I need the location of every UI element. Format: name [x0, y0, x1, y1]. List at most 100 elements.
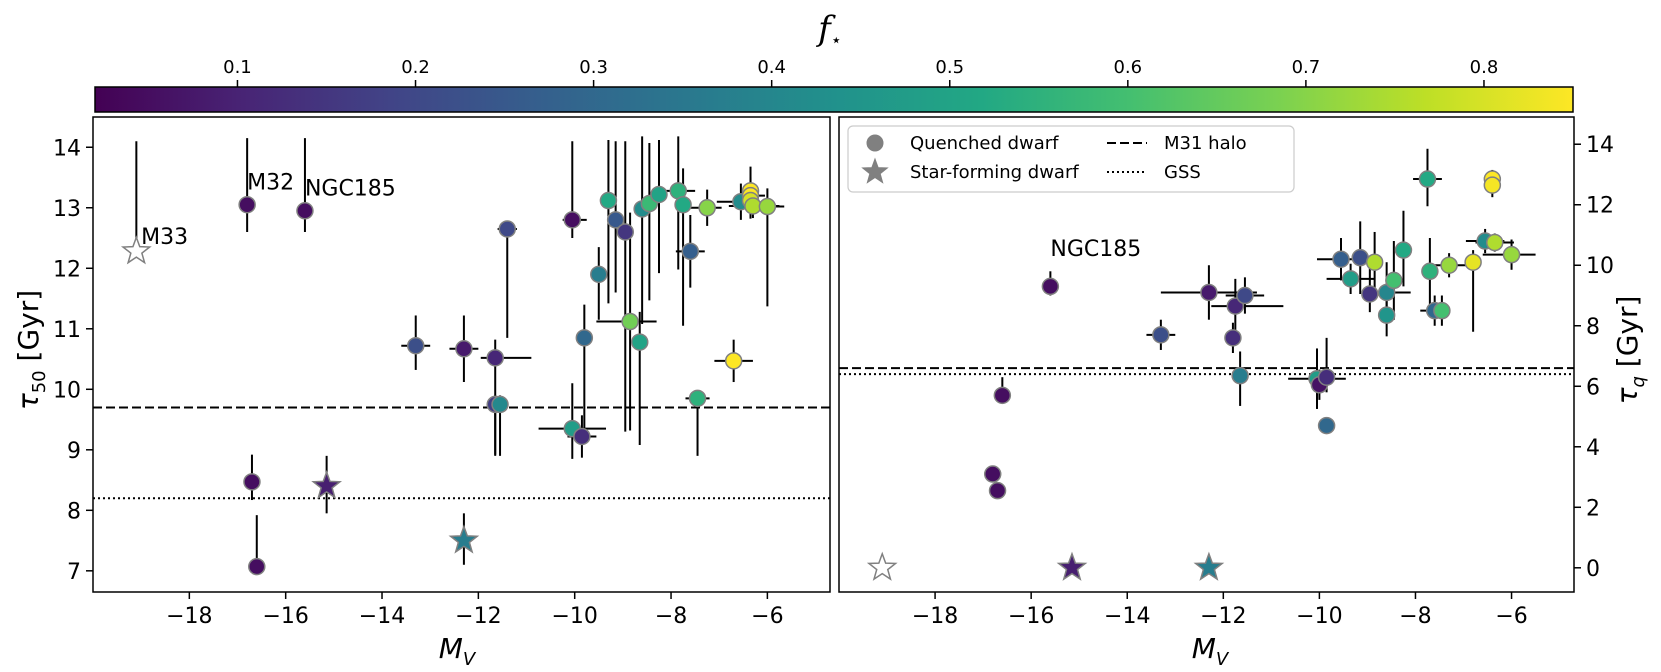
- x-tick-label: −14: [1104, 604, 1150, 629]
- legend-circle-marker: [866, 134, 884, 152]
- legend-box: [847, 125, 1295, 193]
- plot-frame: [838, 116, 1575, 593]
- star-forming-dwarf-point: [866, 551, 898, 581]
- star-forming-dwarf-point: [448, 524, 480, 554]
- quenched-dwarf-point: [1041, 277, 1060, 296]
- star-forming-dwarf-point: [1193, 551, 1225, 581]
- quenched-dwarf-point: [1351, 248, 1369, 267]
- left-ylabel: τ50 [Gyr]: [12, 290, 50, 410]
- right-ylabel-sub: q: [1628, 376, 1649, 387]
- legend-star-marker: [861, 157, 889, 184]
- quenched-dwarf-point: [1231, 366, 1249, 385]
- galaxy-annotation: NGC185: [1050, 237, 1141, 262]
- quenched-dwarf-point: [650, 185, 668, 204]
- x-tick-label: −16: [1008, 604, 1054, 629]
- quenched-dwarf-point: [1502, 245, 1521, 264]
- x-tick-label: −10: [1296, 604, 1342, 629]
- quenched-dwarf-point: [1483, 176, 1502, 194]
- y-tick-label: 10: [1586, 254, 1614, 279]
- y-tick-label: 7: [67, 560, 81, 585]
- quenched-dwarf-point: [1361, 285, 1379, 303]
- quenched-dwarf-point: [1385, 271, 1403, 290]
- x-tick-label: −18: [912, 604, 958, 629]
- x-tick-label: −6: [751, 604, 783, 629]
- right-panel: −18 −16 −14 −12 −10 −8 −6 0 2 4 6 8 10 12 14 NGC185 Quen…: [838, 116, 1614, 629]
- left-xlabel-sym: M: [439, 632, 463, 665]
- right-xlabel: MV: [1192, 632, 1230, 670]
- quenched-dwarf-point: [1236, 286, 1254, 305]
- colorbar-label: f⋆: [815, 9, 842, 51]
- quenched-dwarf-point: [758, 197, 777, 216]
- quenched-dwarf-point: [1341, 270, 1360, 288]
- quenched-dwarf-point: [1332, 250, 1350, 268]
- quenched-dwarf-point: [1365, 253, 1384, 271]
- quenched-dwarf-point: [486, 349, 504, 367]
- colorbar-tick-label: 0.3: [579, 57, 608, 78]
- y-tick-label: 6: [1586, 375, 1600, 400]
- y-tick-label: 14: [1586, 133, 1614, 158]
- colorbar-ticks: 0.1 0.2 0.3 0.4 0.5 0.6 0.7 0.8: [223, 57, 1498, 87]
- x-tick-label: −14: [359, 604, 405, 629]
- quenched-dwarf-point: [498, 220, 517, 238]
- left-xlabel: MV: [439, 632, 477, 670]
- quenched-dwarf-point: [988, 481, 1007, 500]
- y-tick-label: 2: [1586, 496, 1600, 521]
- y-tick-label: 10: [53, 378, 81, 403]
- legend-label-gss: GSS: [1164, 162, 1201, 183]
- quenched-dwarf-point: [983, 465, 1002, 483]
- quenched-dwarf-point: [248, 557, 266, 576]
- y-tick-label: 0: [1586, 557, 1600, 582]
- galaxy-annotation: M33: [141, 225, 188, 250]
- quenched-dwarf-point: [573, 427, 591, 446]
- colorbar-tick-label: 0.4: [757, 57, 786, 78]
- y-tick-label: 9: [67, 439, 81, 464]
- right-ylabel-sym: τ: [1611, 387, 1644, 404]
- quenched-dwarf-point: [1464, 253, 1482, 271]
- left-ylabel-sym: τ: [12, 393, 45, 410]
- plot-frame: [92, 116, 831, 593]
- colorbar-tick-label: 0.7: [1292, 57, 1321, 78]
- quenched-dwarf-point: [243, 473, 261, 491]
- colorbar-tick-label: 0.6: [1113, 57, 1142, 78]
- quenched-dwarf-point: [688, 389, 707, 408]
- quenched-dwarf-point: [993, 386, 1012, 405]
- legend: Quenched dwarf Star-forming dwarf M31 halo…: [847, 125, 1295, 193]
- quenched-dwarf-point: [616, 223, 635, 241]
- quenched-dwarf-point: [1377, 306, 1396, 324]
- right-ylabel-unit: [Gyr]: [1611, 296, 1644, 377]
- left-panel: −18 −16 −14 −12 −10 −8 −6 7 8 9 10 11 12 13 14 M33 M32 NG…: [53, 116, 831, 629]
- quenched-dwarf-point: [590, 265, 608, 284]
- right-xlabel-sym: M: [1192, 632, 1216, 665]
- colorbar-tick-label: 0.2: [401, 57, 430, 78]
- right-xlabel-sub: V: [1216, 649, 1230, 670]
- colorbar-tick-label: 0.8: [1470, 57, 1499, 78]
- galaxy-annotation: NGC185: [305, 177, 396, 202]
- quenched-dwarf-point: [599, 191, 618, 210]
- quenched-dwarf-point: [744, 197, 762, 215]
- x-tick-label: −10: [551, 604, 597, 629]
- legend-label-m31-halo: M31 halo: [1164, 133, 1247, 154]
- quenched-dwarf-point: [455, 340, 473, 358]
- legend-label-star-forming: Star-forming dwarf: [910, 162, 1079, 183]
- colorbar-tick-label: 0.1: [223, 57, 252, 78]
- legend-label-quenched: Quenched dwarf: [910, 133, 1059, 154]
- quenched-dwarf-point: [1485, 233, 1504, 252]
- quenched-dwarf-point: [575, 329, 594, 347]
- quenched-dwarf-point: [1152, 326, 1170, 344]
- x-tick-label: −8: [655, 604, 687, 629]
- x-tick-label: −8: [1399, 604, 1431, 629]
- x-tick-label: −12: [455, 604, 501, 629]
- quenched-dwarf-point: [1317, 416, 1336, 435]
- quenched-dwarf-point: [296, 202, 314, 220]
- left-ylabel-unit: [Gyr]: [12, 290, 45, 371]
- quenched-dwarf-point: [1433, 301, 1451, 320]
- left-ylabel-sub: 50: [29, 370, 50, 393]
- quenched-dwarf-point: [606, 211, 625, 229]
- star-forming-dwarf-point: [1056, 551, 1088, 581]
- x-tick-label: −12: [1200, 604, 1246, 629]
- y-tick-label: 8: [1586, 315, 1600, 340]
- quenched-dwarf-point: [1440, 256, 1458, 274]
- y-tick-label: 14: [53, 136, 81, 161]
- colorbar-tick-label: 0.5: [935, 57, 964, 78]
- quenched-dwarf-point: [681, 242, 700, 261]
